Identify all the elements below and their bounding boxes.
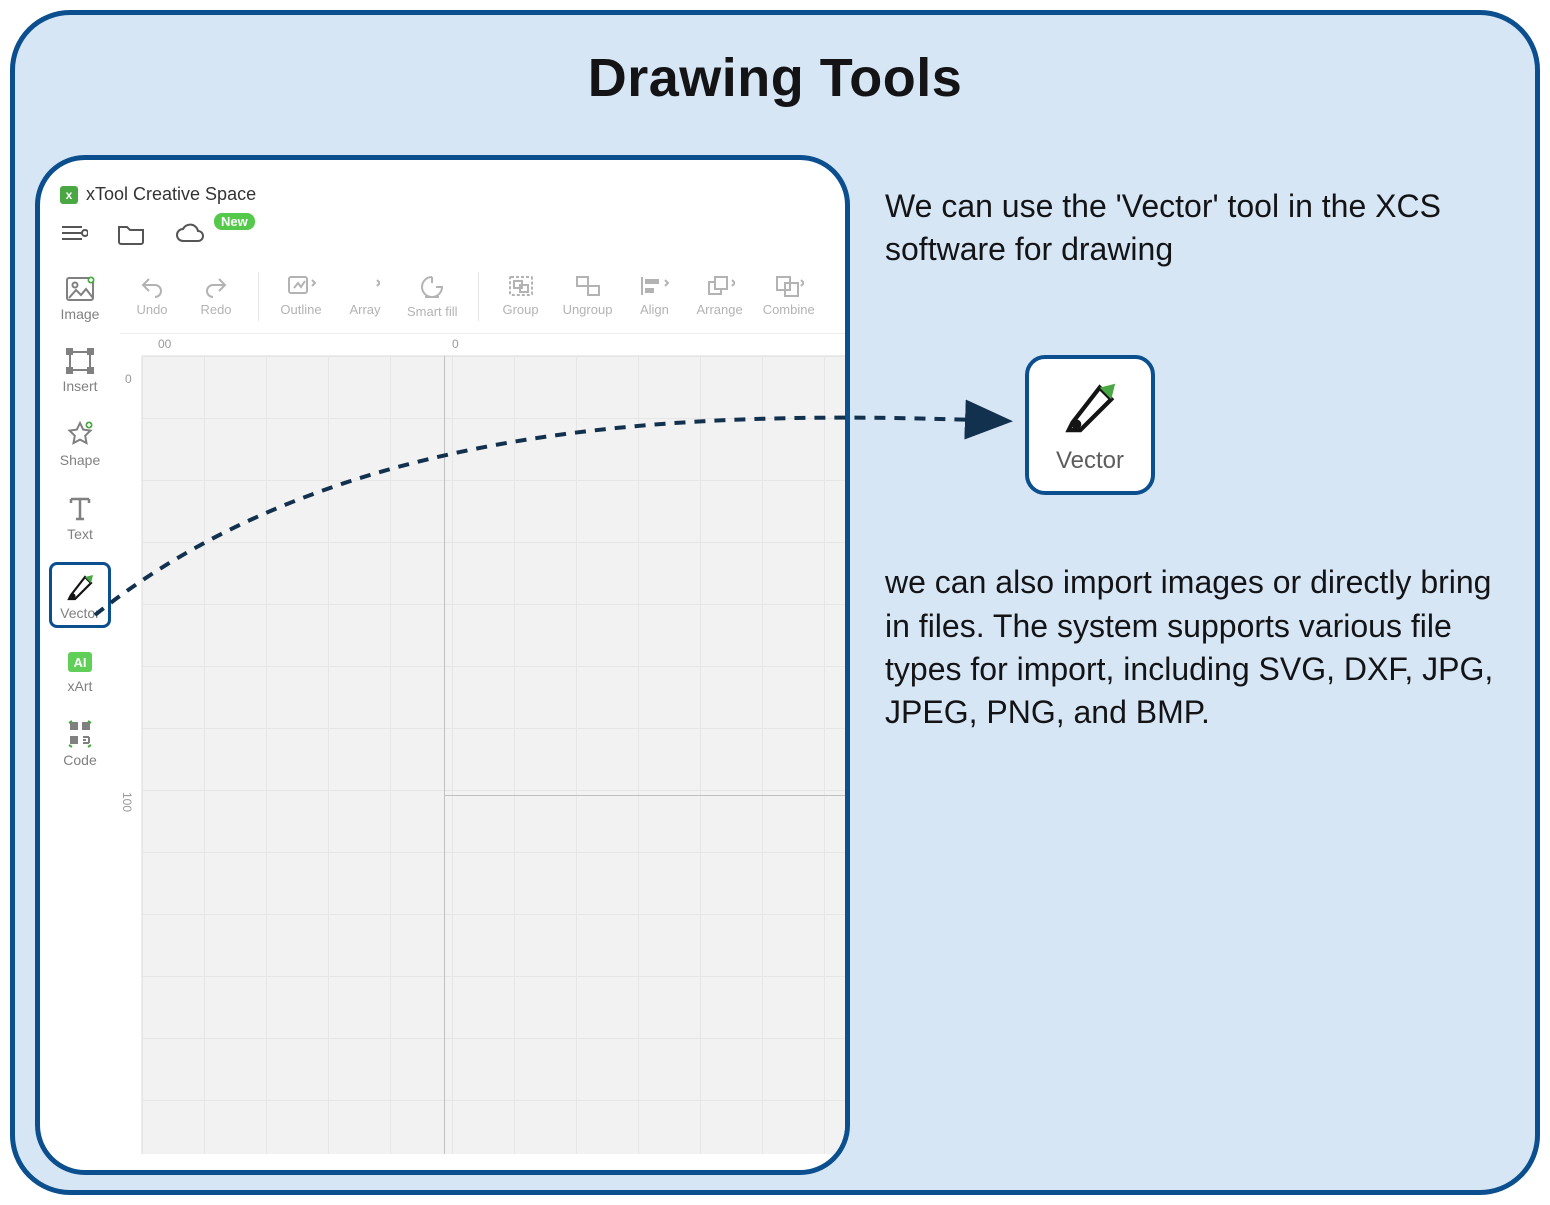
ungroup-button[interactable]: Ungroup xyxy=(557,270,619,323)
canvas[interactable] xyxy=(142,356,845,1154)
tool-label: Combine xyxy=(763,302,815,317)
ruler-tick: 100 xyxy=(120,792,134,812)
tool-label: Group xyxy=(502,302,538,317)
sidebar-item-label: Code xyxy=(63,752,96,768)
undo-button[interactable]: Undo xyxy=(124,270,180,323)
sidebar-item-label: Shape xyxy=(60,452,100,468)
tool-label: Array xyxy=(349,302,380,317)
tool-label: Outline xyxy=(280,302,321,317)
sidebar: Image Insert xyxy=(40,264,120,1154)
svg-text:AI: AI xyxy=(74,655,87,670)
main-area: Image Insert xyxy=(40,264,845,1154)
align-button[interactable]: Align xyxy=(626,270,682,323)
slide-card: Drawing Tools x xTool Creative Space xyxy=(10,10,1540,1195)
tool-label: Redo xyxy=(200,302,231,317)
description: We can use the 'Vector' tool in the XCS … xyxy=(885,185,1505,734)
slide-title: Drawing Tools xyxy=(15,47,1535,109)
app-screenshot: x xTool Creative Space New xyxy=(35,155,850,1175)
sidebar-item-label: Vector xyxy=(60,605,100,621)
app-name: xTool Creative Space xyxy=(86,184,256,205)
tool-label: Arrange xyxy=(696,302,742,317)
redo-button[interactable]: Redo xyxy=(188,270,244,323)
tool-label: Smart fill xyxy=(407,304,458,319)
sidebar-item-shape[interactable]: Shape xyxy=(49,414,111,472)
ruler-top: 00 0 xyxy=(142,334,845,356)
canvas-axis-h xyxy=(444,795,845,796)
smartfill-button[interactable]: Smart fill xyxy=(401,270,464,323)
outline-button[interactable]: Outline xyxy=(273,270,329,323)
array-button[interactable]: Array xyxy=(337,270,393,323)
sidebar-item-code[interactable]: Code xyxy=(49,714,111,772)
group-button[interactable]: Group xyxy=(493,270,549,323)
arrange-button[interactable]: Arrange xyxy=(690,270,748,323)
sidebar-item-insert[interactable]: Insert xyxy=(49,342,111,398)
toolbar: Undo Redo Outline xyxy=(120,264,845,334)
ruler-tick: 0 xyxy=(452,337,459,351)
app-titlebar: x xTool Creative Space xyxy=(40,160,845,211)
app-logo-icon: x xyxy=(60,186,78,204)
description-p2: we can also import images or directly br… xyxy=(885,561,1505,734)
callout-label: Vector xyxy=(1056,447,1124,475)
sidebar-item-xart[interactable]: AI xArt xyxy=(49,644,111,698)
canvas-wrap: 0 100 xyxy=(120,356,845,1154)
sidebar-item-vector[interactable]: Vector xyxy=(49,562,111,628)
ruler-tick: 00 xyxy=(158,337,171,351)
canvas-axis-v xyxy=(444,356,445,1154)
file-row: New xyxy=(40,211,845,264)
sidebar-item-label: Image xyxy=(61,306,100,322)
pen-icon xyxy=(1061,376,1119,439)
description-p1: We can use the 'Vector' tool in the XCS … xyxy=(885,185,1505,271)
ruler-left: 0 100 xyxy=(120,356,142,1154)
ruler-tick: 0 xyxy=(125,372,132,386)
tool-label: Ungroup xyxy=(563,302,613,317)
sidebar-item-label: Insert xyxy=(62,378,97,394)
combine-button[interactable]: Combine xyxy=(757,270,821,323)
tool-label: Undo xyxy=(136,302,167,317)
menu-icon[interactable] xyxy=(60,223,88,248)
cloud-icon[interactable] xyxy=(174,221,206,250)
new-badge: New xyxy=(214,213,255,230)
folder-icon[interactable] xyxy=(116,221,146,250)
work-column: Undo Redo Outline xyxy=(120,264,845,1154)
vector-callout: Vector xyxy=(1025,355,1155,495)
tool-label: Align xyxy=(640,302,669,317)
sidebar-item-text[interactable]: Text xyxy=(49,488,111,546)
sidebar-item-label: xArt xyxy=(68,678,93,694)
sidebar-item-image[interactable]: Image xyxy=(49,270,111,326)
sidebar-item-label: Text xyxy=(67,526,93,542)
